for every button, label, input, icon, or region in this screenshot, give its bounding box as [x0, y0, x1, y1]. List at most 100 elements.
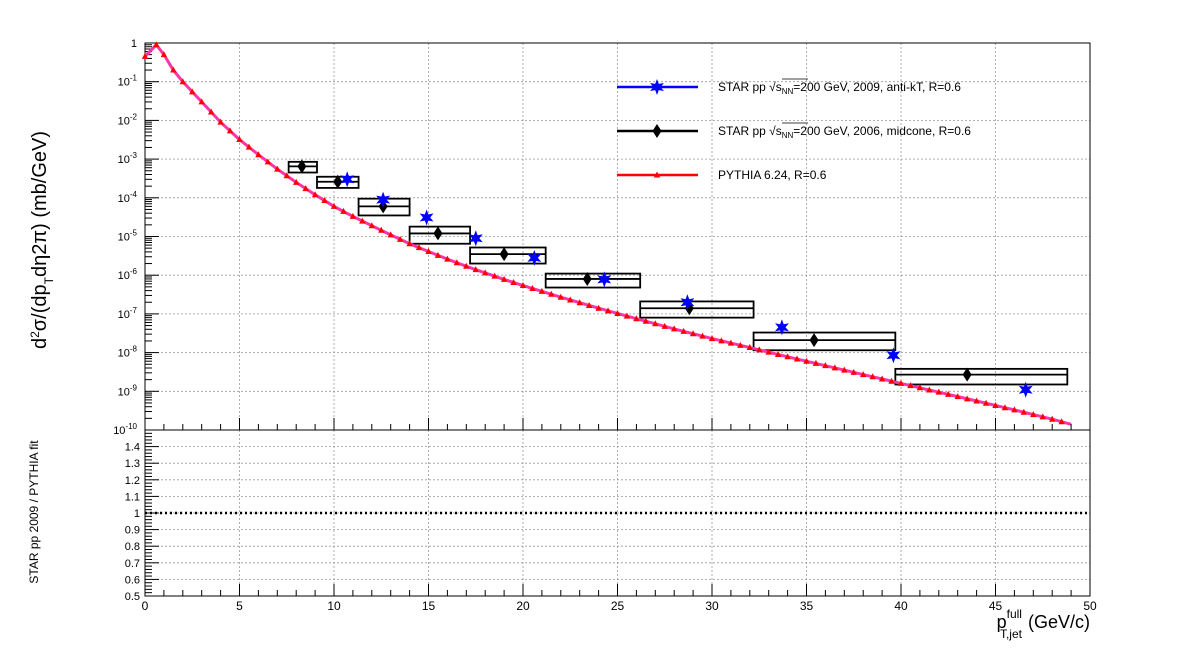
y-tick-label-base: 10 [118, 386, 130, 398]
pythia-point [689, 330, 697, 337]
x-axis-label: pfull T,jet (GeV/c) [997, 607, 1090, 641]
pythia-point [973, 397, 980, 404]
y-tick-label-base: 10 [118, 77, 130, 89]
pythia-point [519, 282, 527, 289]
pythia-point [784, 353, 791, 360]
legend-label-sqrt-sub: NN [782, 131, 794, 140]
legend-label-sqrt: s [776, 80, 782, 94]
bottom-y-ticks: 0.5 0.6 0.7 0.8 0.9 1 1.1 1.2 1.3 1.4 [125, 432, 159, 603]
pythia-point [869, 373, 876, 380]
pythia-point [264, 158, 272, 165]
pythia-point [283, 172, 290, 179]
y-tick-label-base: 10 [118, 348, 130, 360]
pythia-point [198, 98, 205, 105]
legend-label-sqrt-sub: NN [782, 87, 794, 96]
legend-marker [652, 124, 662, 138]
pythia-point [803, 357, 810, 364]
pythia-point [907, 382, 914, 389]
x-axis-label-sup: full [1007, 607, 1022, 621]
y-tick-label: 10-8 [118, 345, 138, 360]
y-tick-label-exp: -9 [130, 383, 138, 392]
pythia-point [604, 307, 612, 314]
pythia-point [954, 393, 961, 400]
pythia-point [368, 222, 375, 229]
legend-label-prefix: PYTHIA 6.24, R=0.6 [718, 168, 827, 182]
sys-box [469, 246, 547, 265]
pythia-point [472, 266, 479, 273]
pythia-point [330, 202, 338, 209]
legend-label-sqrt-sign: √ [769, 124, 776, 138]
pythia-point [982, 399, 990, 406]
pythia-point [1011, 406, 1018, 413]
top-grid [145, 43, 1090, 430]
y-tick-label: 10-10 [113, 422, 137, 437]
y-tick-label-exp: -1 [130, 74, 138, 83]
pythia-point [737, 341, 744, 348]
y-tick-label-exp: -6 [130, 267, 138, 276]
y-tick-label: 10-1 [118, 74, 138, 89]
pythia-point [878, 375, 886, 382]
x-axis-label-sub: T,jet [1000, 627, 1023, 641]
ratio-y-tick-label: 0.7 [125, 558, 140, 570]
pythia-point [538, 287, 546, 294]
x-tick-label: 0 [142, 599, 149, 613]
pythia-point [548, 290, 555, 297]
top-panel: 10-1010-910-810-710-610-510-410-310-210-… [28, 38, 1091, 437]
pythia-point [699, 332, 706, 339]
antikt-point [468, 230, 483, 247]
y-tick-label-exp: -5 [130, 229, 138, 238]
bottom-grid [145, 430, 1090, 596]
ratio-y-tick-label: 0.8 [125, 541, 140, 553]
pythia-point [718, 337, 725, 344]
y-tick-label: 10-7 [118, 306, 138, 321]
antikt-point [340, 171, 355, 188]
pythia-point [727, 339, 735, 346]
pythia-point [746, 344, 753, 351]
legend-label: STAR pp √sNN=200 GeV, 2006, midcone, R=0… [718, 124, 971, 140]
ratio-y-tick-label: 1.1 [125, 491, 140, 503]
pythia-point [557, 293, 564, 300]
y-tick-label-exp: -4 [130, 190, 138, 199]
pythia-point [642, 317, 650, 324]
ratio-y-tick-label: 1 [134, 508, 140, 520]
pythia-point [623, 312, 631, 319]
y-tick-label: 10-9 [118, 383, 138, 398]
pythia-point [170, 66, 177, 73]
y-tick-label-base: 10 [118, 309, 130, 321]
pythia-point [378, 226, 385, 233]
pythia-point [321, 197, 328, 204]
legend-label: STAR pp √sNN=200 GeV, 2009, anti-kT, R=0… [718, 80, 961, 96]
x-axis-label-main: p [997, 612, 1007, 632]
ratio-y-tick-label: 0.9 [125, 525, 140, 537]
sys-box [544, 272, 642, 289]
sys-box [752, 331, 897, 352]
ratio-y-tick-label: 1.2 [125, 475, 140, 487]
y-tick-label-base: 1 [131, 38, 137, 50]
x-tick-label: 5 [236, 599, 243, 613]
pythia-point [1039, 413, 1046, 420]
pythia-point [491, 272, 498, 279]
antikt-2009-series [340, 171, 1033, 398]
x-tick-label: 35 [800, 599, 814, 613]
legend-marker [650, 79, 664, 95]
pythia-point [444, 255, 451, 262]
pythia-point [311, 191, 319, 198]
pythia-point [179, 78, 186, 85]
legend-marker [653, 171, 661, 178]
y-tick-label-base: 10 [118, 115, 130, 127]
antikt-point [376, 191, 391, 208]
pythia-point [274, 165, 281, 172]
pythia-point [708, 335, 716, 342]
pythia-point [160, 51, 168, 58]
pythia-point [633, 315, 640, 322]
ratio-y-tick-label: 1.4 [125, 442, 140, 454]
x-tick-label: 45 [989, 599, 1003, 613]
y-tick-label-base: 10 [118, 154, 130, 166]
pythia-point [680, 327, 687, 334]
antikt-point [680, 294, 695, 311]
pythia-point [293, 178, 300, 185]
pythia-point [992, 401, 999, 408]
x-tick-label: 20 [516, 599, 530, 613]
y-tick-label: 1 [131, 38, 137, 50]
